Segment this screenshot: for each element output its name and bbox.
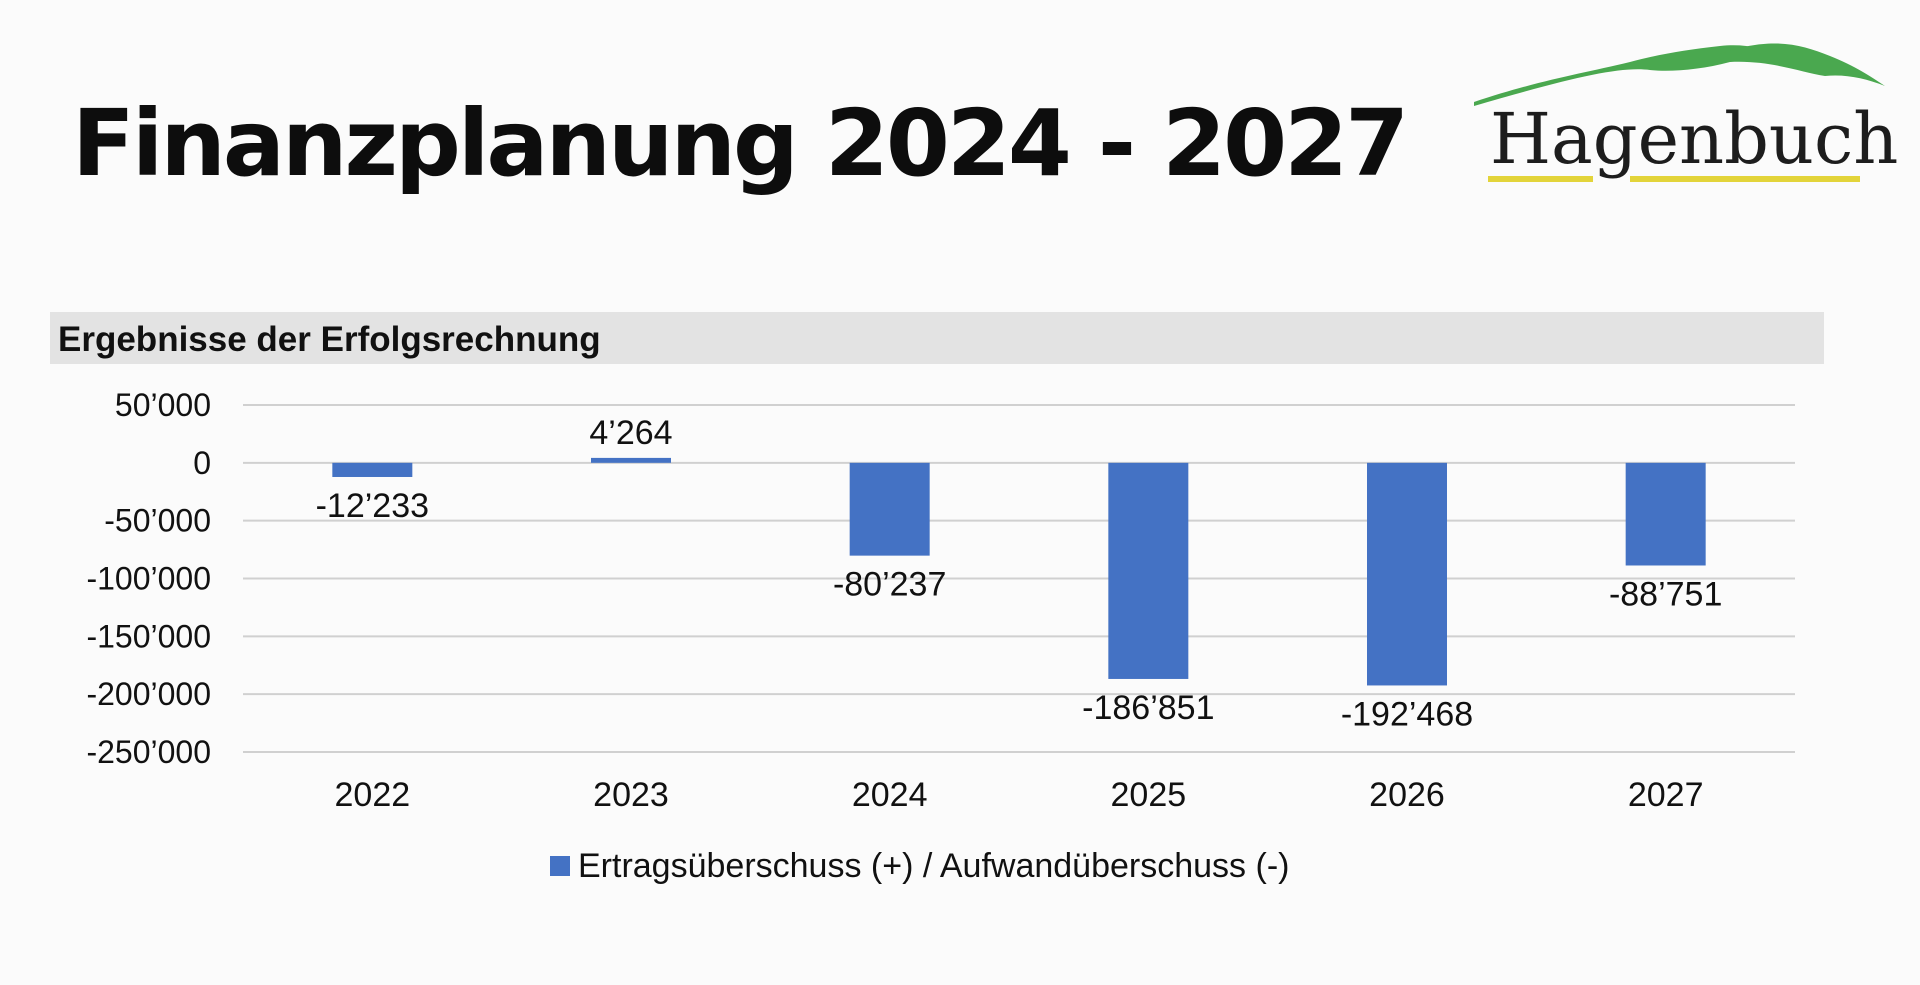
chart-gridlines <box>243 404 1795 753</box>
legend-label: Ertragsüberschuss (+) / Aufwandüberschus… <box>578 846 1290 885</box>
section-title: Ergebnisse der Erfolgsrechnung <box>58 320 601 359</box>
page-title: Finanzplanung 2024 - 2027 <box>72 90 1409 197</box>
x-tick-label-2026: 2026 <box>1369 776 1445 814</box>
logo-swoosh-graphic <box>1474 43 1885 182</box>
y-tick-label: 0 <box>193 445 211 481</box>
bar-2027 <box>1625 462 1706 566</box>
bar-2025 <box>1108 462 1189 679</box>
x-tick-label-2024: 2024 <box>852 776 928 814</box>
chart-legend: Ertragsüberschuss (+) / Aufwandüberschus… <box>550 846 1289 886</box>
x-tick-label-2025: 2025 <box>1111 776 1187 814</box>
bar-2024 <box>849 462 930 556</box>
y-tick-label: -100’000 <box>86 561 211 597</box>
data-label-2024: -80’237 <box>833 566 946 604</box>
y-tick-label: -200’000 <box>86 676 211 712</box>
logo-green-hill <box>1720 43 1885 86</box>
bar-2026 <box>1367 462 1447 686</box>
chart-data-labels: -12’233 4’264 -80’237 -186’851 -192’468 -88’7… <box>316 414 1723 734</box>
data-label-2022: -12’233 <box>316 487 429 525</box>
logo-green-swoosh <box>1474 45 1790 106</box>
data-label-2023: 4’264 <box>589 414 672 452</box>
hagenbuch-logo: Hagenbuch <box>1470 26 1899 196</box>
y-tick-label: -50’000 <box>104 503 211 539</box>
y-tick-label: 50’000 <box>115 387 211 423</box>
section-header: Ergebnisse der Erfolgsrechnung <box>50 312 1824 364</box>
chart-bars <box>332 457 1706 686</box>
x-tick-label-2023: 2023 <box>593 776 669 814</box>
logo-yellow-underline-left <box>1488 176 1593 182</box>
x-tick-label-2027: 2027 <box>1628 776 1704 814</box>
x-tick-label-2022: 2022 <box>335 776 411 814</box>
legend-swatch <box>550 856 570 876</box>
logo-yellow-underline-right <box>1630 176 1860 182</box>
x-axis-tick-labels: 2022 2023 2024 2025 2026 2027 <box>335 776 1704 814</box>
data-label-2026: -192’468 <box>1341 695 1473 733</box>
logo-wordmark: Hagenbuch <box>1490 98 1899 180</box>
bar-2022 <box>332 462 413 477</box>
y-tick-label: -250’000 <box>86 734 211 770</box>
data-label-2025: -186’851 <box>1082 689 1214 727</box>
bar-2023 <box>591 457 671 463</box>
y-axis-tick-labels: 50’000 0 -50’000 -100’000 -150’000 -200’000 -2… <box>86 387 211 770</box>
y-tick-label: -150’000 <box>86 618 211 654</box>
data-label-2027: -88’751 <box>1609 575 1722 613</box>
